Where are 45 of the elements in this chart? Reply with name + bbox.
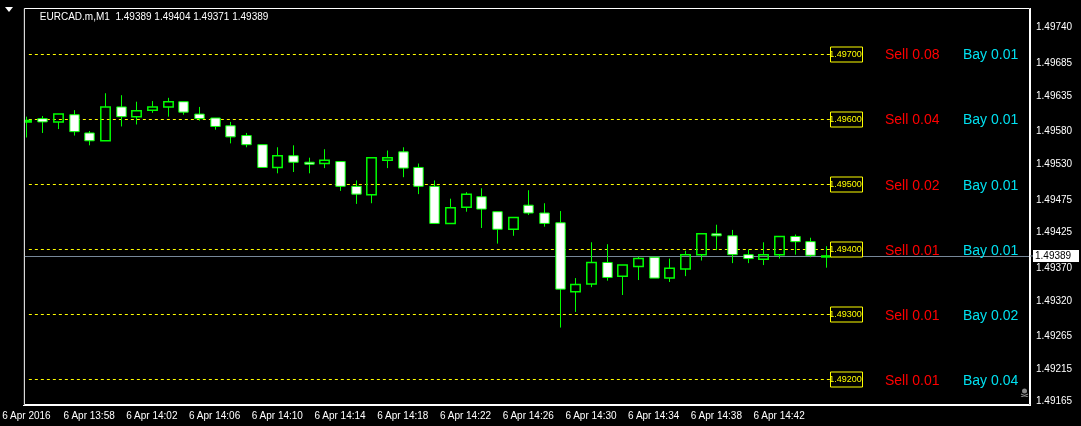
x-tick-label: 6 Apr 14:30 [565, 409, 617, 421]
ref-line-label: 1.49500 [829, 179, 862, 190]
y-tick-label: 1.49165 [1036, 395, 1073, 407]
annotation: Bay 0.01 [963, 176, 1019, 193]
annotation: Sell 0.04 [885, 111, 940, 128]
x-tick-label: 6 Apr 14:10 [251, 409, 304, 421]
x-tick-label: 6 Apr 14:26 [502, 409, 555, 421]
ref-line-label: 1.49300 [829, 309, 862, 320]
x-tick-label: 6 Apr 14:34 [628, 409, 680, 421]
annotation: Sell 0.01 [885, 306, 940, 323]
y-tick-label: 1.49530 [1036, 157, 1073, 169]
annotation: Bay 0.01 [963, 111, 1019, 128]
annotation: Bay 0.02 [963, 306, 1019, 323]
y-tick-label: 1.49425 [1036, 226, 1073, 238]
ref-line-label: 1.49389 [1035, 250, 1072, 262]
ref-line-label: 1.49700 [829, 49, 862, 60]
annotation: Sell 0.08 [885, 46, 940, 63]
chart-title: EURCAD.m,M1 1.49389 1.49404 1.49371 1.49389 [39, 10, 269, 22]
annotation: Sell 0.02 [885, 176, 940, 193]
ref-line-label: 1.49400 [829, 244, 862, 255]
x-tick-label: 6 Apr 14:42 [753, 409, 806, 421]
x-tick-label: 6 Apr 14:18 [377, 409, 429, 421]
y-tick-label: 1.49685 [1036, 57, 1073, 69]
ref-line-label: 1.49600 [829, 114, 862, 125]
x-tick-label: 6 Apr 13:58 [63, 409, 116, 421]
y-tick-label: 1.49370 [1036, 262, 1073, 274]
x-tick-label: 6 Apr 14:02 [126, 409, 178, 421]
y-tick-label: 1.49635 [1036, 89, 1073, 101]
annotation: Bay 0.01 [963, 46, 1019, 63]
y-tick-label: 1.49215 [1036, 362, 1073, 374]
annotation: Bay 0.04 [963, 371, 1019, 388]
x-tick-label: 6 Apr 14:14 [314, 409, 367, 421]
annotation: Sell 0.01 [885, 371, 940, 388]
ref-line-label: 1.49200 [829, 374, 862, 385]
y-tick-label: 1.49740 [1036, 21, 1073, 33]
y-tick-label: 1.49580 [1036, 125, 1073, 137]
x-tick-label: 6 Apr 14:22 [439, 409, 492, 421]
y-tick-label: 1.49320 [1036, 294, 1073, 306]
annotation: Sell 0.01 [885, 241, 940, 258]
x-tick-label: 6 Apr 14:38 [690, 409, 743, 421]
x-tick-label: 6 Apr 14:06 [189, 409, 241, 421]
y-tick-label: 1.49475 [1036, 193, 1073, 205]
y-tick-label: 1.49265 [1036, 330, 1073, 342]
x-tick-label: 6 Apr 2016 [2, 409, 52, 421]
annotation: Bay 0.01 [963, 241, 1019, 258]
